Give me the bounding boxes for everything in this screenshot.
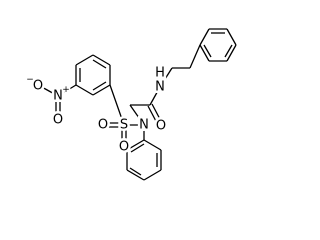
atom-label: S <box>120 118 128 133</box>
molecule-diagram: O − N + O S O O N O N H <box>25 28 237 181</box>
atom-label: N <box>53 89 63 104</box>
charge: − <box>26 75 34 85</box>
charge: + <box>62 85 70 95</box>
atom-label: N <box>155 80 165 95</box>
atom-label: O <box>156 119 166 134</box>
atom-label: O <box>119 140 129 155</box>
atom-label: O <box>98 118 108 133</box>
atom-label: O <box>33 79 43 94</box>
atom-label: H <box>155 66 165 81</box>
atom-label: N <box>139 118 149 133</box>
atom-label: O <box>53 113 63 128</box>
bonds <box>39 28 237 181</box>
